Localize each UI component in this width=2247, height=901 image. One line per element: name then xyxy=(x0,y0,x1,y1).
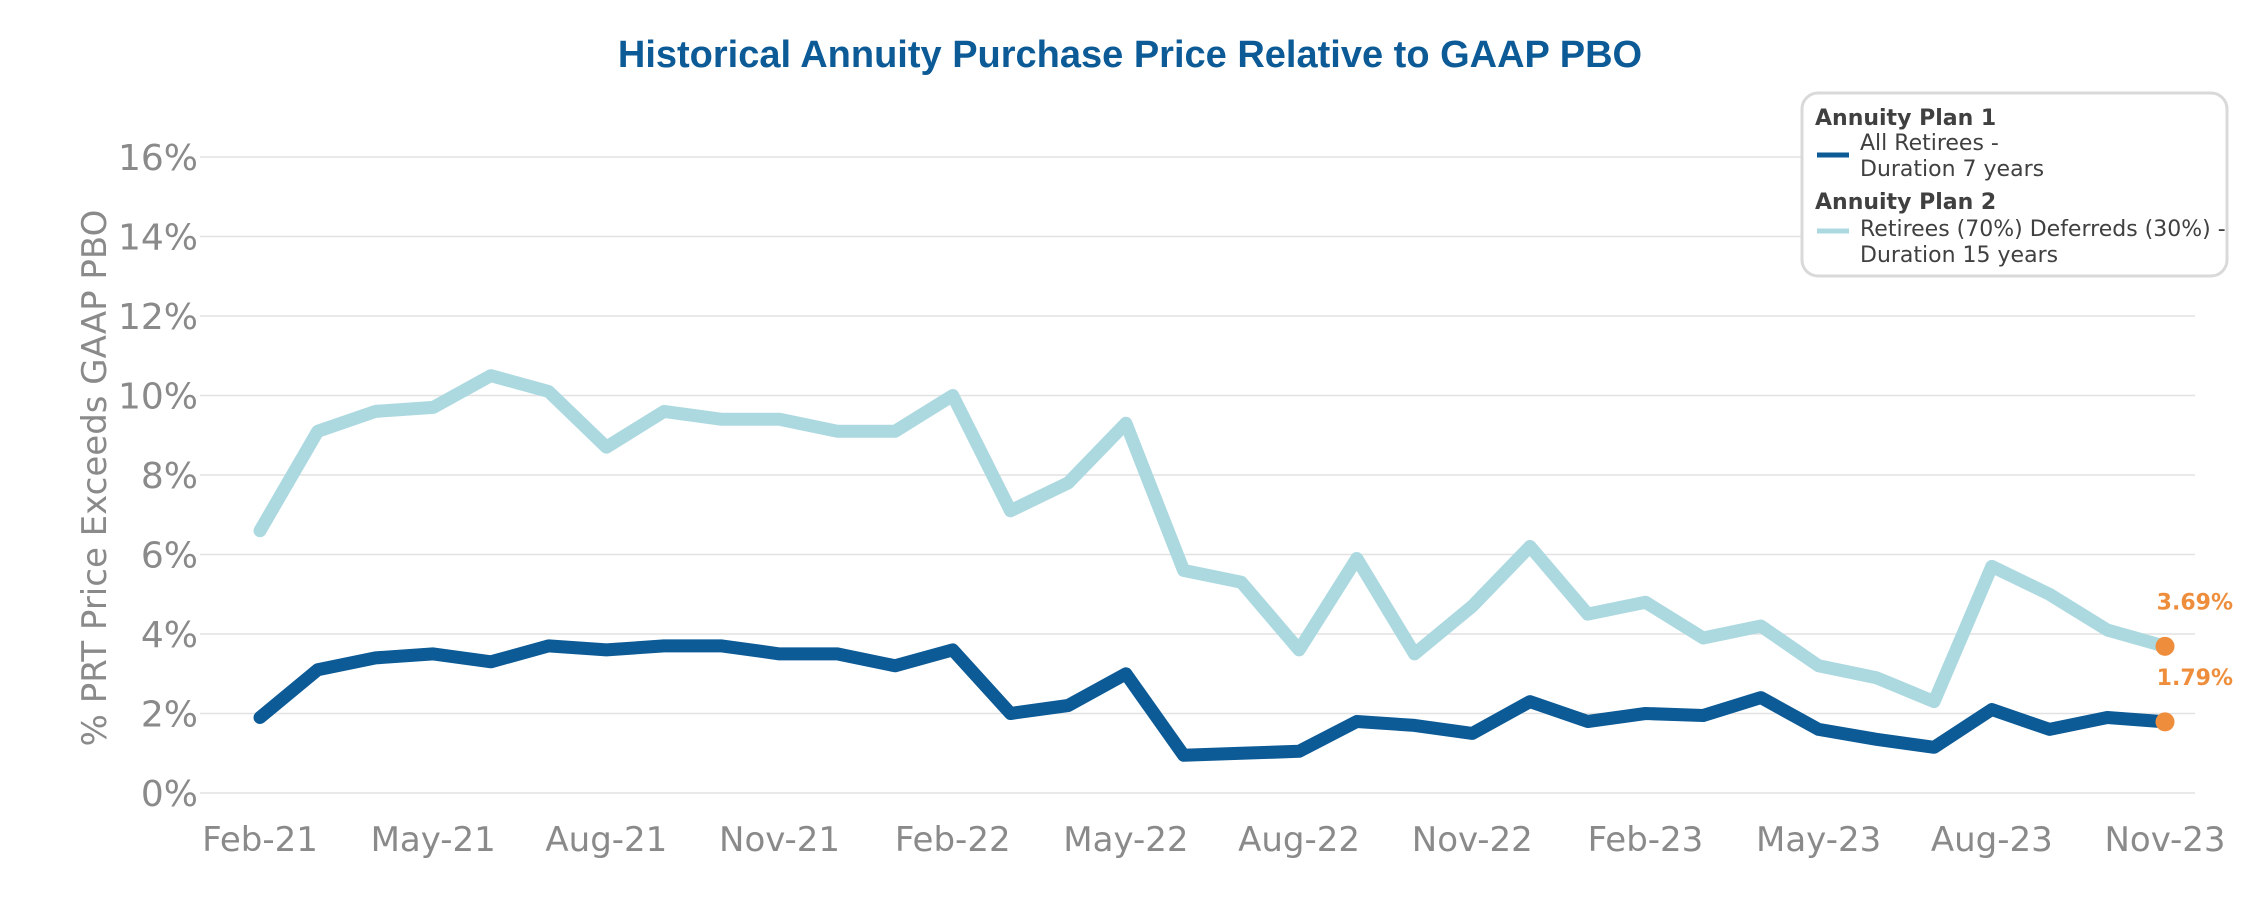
legend-plan1-heading: Annuity Plan 1 xyxy=(1815,106,1996,131)
y-tick-label: 6% xyxy=(141,536,198,577)
x-tick-label: May-22 xyxy=(1063,820,1188,860)
legend-plan1-line2: Duration 7 years xyxy=(1860,157,2044,182)
legend-plan2-heading: Annuity Plan 2 xyxy=(1815,190,1996,215)
x-tick-label: Feb-22 xyxy=(895,820,1011,860)
gridlines xyxy=(200,156,2195,794)
end-markers: 3.69% 1.79% xyxy=(2155,590,2233,732)
series-lines xyxy=(253,369,2172,762)
y-tick-label: 10% xyxy=(118,377,198,418)
x-tick-label: Nov-23 xyxy=(2105,820,2226,860)
y-tick-label: 12% xyxy=(118,297,198,338)
y-tick-label: 4% xyxy=(141,615,198,656)
y-tick-label: 8% xyxy=(141,456,198,497)
x-tick-label: Aug-21 xyxy=(545,820,667,860)
legend-plan2-line1: Retirees (70%) Deferreds (30%) - xyxy=(1860,217,2226,242)
y-tick-label: 14% xyxy=(118,218,198,259)
x-tick-label: Nov-22 xyxy=(1412,820,1533,860)
x-tick-label: Aug-23 xyxy=(1931,820,2053,860)
y-axis-ticks: 0% 2% 4% 6% 8% 10% 12% 14% 16% xyxy=(118,138,198,815)
series-line-2 xyxy=(253,639,2172,762)
x-tick-label: Feb-23 xyxy=(1588,820,1704,860)
end-value-label: 3.69% xyxy=(2157,590,2233,615)
x-axis-ticks: Feb-21 May-21 Aug-21 Nov-21 Feb-22 May-22 Aug-… xyxy=(202,820,2225,860)
legend: Annuity Plan 1 All Retirees - Duration 7… xyxy=(1800,91,2229,278)
y-tick-label: 16% xyxy=(118,138,198,179)
chart-title: Historical Annuity Purchase Price Relati… xyxy=(618,34,1642,76)
y-axis-label: % PRT Price Exceeds GAAP PBO xyxy=(75,210,115,747)
y-tick-label: 2% xyxy=(141,695,198,736)
legend-plan2-line2: Duration 15 years xyxy=(1860,243,2058,268)
end-marker xyxy=(2155,636,2175,656)
end-marker xyxy=(2155,712,2175,732)
legend-box xyxy=(1800,91,2229,278)
x-tick-label: Nov-21 xyxy=(719,820,840,860)
x-tick-label: May-23 xyxy=(1756,820,1881,860)
x-tick-label: Feb-21 xyxy=(202,820,318,860)
y-tick-label: 0% xyxy=(141,774,198,815)
legend-plan1-line1: All Retirees - xyxy=(1860,131,1999,156)
series-line-1 xyxy=(253,369,2172,709)
x-tick-label: May-21 xyxy=(371,820,496,860)
x-tick-label: Aug-22 xyxy=(1238,820,1360,860)
end-value-label: 1.79% xyxy=(2157,666,2233,691)
